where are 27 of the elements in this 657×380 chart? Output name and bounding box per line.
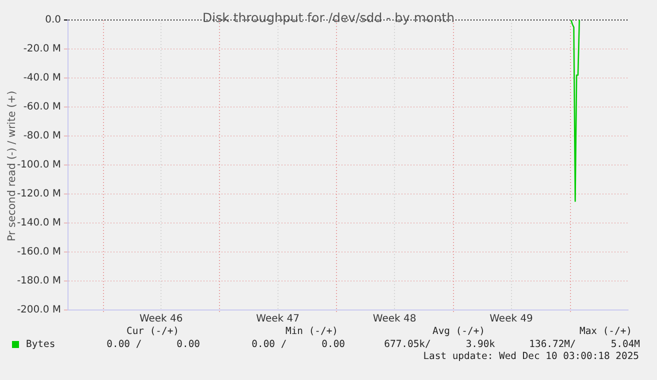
y-tick-label: -120.0 M [16,188,61,200]
text: 677.05k/ 3.90k [384,339,495,350]
y-tick-label: -80.0 M [23,130,61,142]
y-tick-label: -180.0 M [16,276,61,287]
x-tick-label: Week 49 [490,314,533,325]
legend-label: Bytes [26,339,56,350]
text: Last update: Wed Dec 10 03:00:18 2025 [423,351,639,362]
chart-title: Disk throughput for /dev/sdd - by month [202,10,454,25]
y-tick-label: -160.0 M [16,246,61,258]
y-axis-title: Pr second read (-) / write (+) [6,90,18,244]
text: Min (-/+) [286,326,338,337]
text: 136.72M/ 5.04M [529,339,640,350]
y-tick-label: -100.0 M [16,160,61,171]
text: 0.00 / 0.00 [106,339,200,350]
x-tick-label: Week 46 [139,314,183,325]
x-tick-label: Week 47 [256,314,300,325]
y-tick-label: -40.0 M [23,72,61,84]
text: Avg (-/+) [432,326,485,337]
y-tick-label: -60.0 M [23,102,61,113]
text: 0.00 / 0.00 [252,339,345,350]
y-tick-label: -200.0 M [16,304,61,316]
y-tick-label: -20.0 M [23,44,61,55]
text: Cur (-/+) [126,326,179,337]
x-tick-label: Week 48 [372,314,416,325]
y-tick-label: 0.0 [45,14,61,26]
text: Max (-/+) [580,326,632,337]
y-tick-label: -140.0 M [16,218,61,229]
